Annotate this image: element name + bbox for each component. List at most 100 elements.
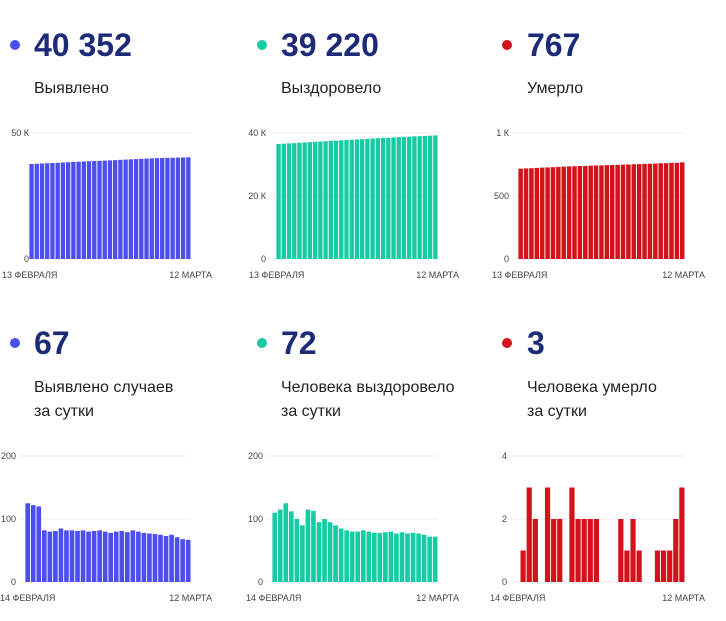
y-tick-label: 20 К — [248, 191, 267, 201]
bar — [311, 510, 316, 582]
bar — [300, 525, 305, 582]
bar — [60, 162, 66, 259]
bar — [551, 519, 557, 582]
bar — [653, 163, 658, 259]
bar — [125, 532, 130, 582]
bar — [636, 550, 642, 582]
panel-recovered: 39 220 Выздоровело 0 20 К 40 К 13 ФЕВРАЛЯ 12… — [0, 0, 726, 300]
y-tick-label: 40 К — [248, 128, 267, 138]
bar — [349, 531, 355, 582]
bar — [620, 164, 626, 259]
bar — [30, 505, 36, 582]
panel-cases: 40 352 Выявлено 0 50 К 13 ФЕВРАЛЯ 12 МАРТА — [0, 0, 242, 300]
bar — [86, 161, 92, 259]
bar — [333, 140, 339, 259]
daily-deaths-label-line1: Человека умерло — [527, 379, 657, 396]
bar — [286, 143, 292, 259]
bar — [174, 537, 180, 582]
bar — [365, 138, 370, 259]
bar — [433, 135, 438, 259]
bar — [55, 162, 60, 259]
bar — [113, 160, 118, 259]
recovered-total: 39 220 — [281, 27, 379, 63]
cases-total: 40 352 — [34, 27, 132, 63]
bar — [615, 164, 620, 259]
bar — [80, 530, 86, 582]
bar — [180, 157, 186, 259]
bar — [631, 164, 637, 259]
bar — [572, 166, 577, 259]
bar — [305, 509, 311, 582]
bar — [349, 139, 354, 259]
x-start-label: 14 ФЕВРАЛЯ — [0, 593, 55, 603]
daily-cases-dot — [10, 338, 20, 348]
bar — [370, 138, 375, 259]
bar — [154, 158, 160, 259]
bar — [39, 163, 45, 259]
bar — [160, 157, 165, 259]
bar — [421, 534, 427, 582]
daily-recovered-label-line2: за сутки — [281, 403, 341, 420]
x-end-label: 12 МАРТА — [416, 593, 459, 603]
bar — [422, 135, 428, 259]
bar — [432, 536, 438, 582]
daily-recovered-label-line1: Человека выздоровело — [281, 379, 455, 396]
bar — [45, 163, 50, 259]
bar — [405, 533, 410, 582]
bar — [34, 163, 39, 259]
bar — [674, 162, 680, 259]
bar — [557, 519, 563, 582]
bar — [360, 530, 366, 582]
bar — [318, 141, 323, 259]
bar — [97, 160, 102, 259]
x-start-label: 13 ФЕВРАЛЯ — [249, 270, 304, 280]
bar — [328, 140, 333, 259]
bar — [427, 536, 432, 582]
bar — [642, 163, 647, 259]
bar — [292, 143, 297, 259]
bar — [566, 166, 572, 259]
bar — [294, 519, 300, 582]
bar — [323, 141, 328, 259]
bar — [636, 164, 642, 259]
bar — [86, 531, 91, 582]
bar — [119, 530, 125, 582]
bar — [410, 532, 416, 582]
bar — [391, 137, 396, 259]
y-tick-label: 0 — [502, 577, 507, 587]
x-start-label: 14 ФЕВРАЛЯ — [246, 593, 301, 603]
bar — [667, 550, 673, 582]
x-end-label: 12 МАРТА — [169, 270, 212, 280]
bar — [412, 136, 417, 259]
bar — [302, 142, 307, 259]
bar — [276, 144, 281, 259]
bar — [152, 534, 158, 582]
bar — [133, 159, 139, 259]
bar — [604, 165, 610, 259]
cases-dot — [10, 40, 20, 50]
x-end-label: 12 МАРТА — [416, 270, 459, 280]
x-end-label: 12 МАРТА — [169, 593, 212, 603]
bar — [76, 161, 81, 259]
bar — [175, 157, 181, 259]
bar — [163, 536, 169, 582]
bar — [609, 165, 615, 259]
bar — [130, 530, 136, 582]
bar — [647, 163, 653, 259]
bar — [322, 519, 327, 582]
bar — [169, 534, 174, 582]
bar — [128, 159, 134, 259]
y-tick-label: 4 — [502, 451, 507, 461]
bar — [71, 161, 76, 259]
bar — [69, 530, 75, 582]
bar — [380, 137, 386, 259]
bar — [407, 136, 412, 259]
daily-cases-label-line1: Выявлено случаев — [34, 379, 174, 396]
bar — [283, 503, 289, 582]
recovered-label: Выздоровело — [281, 80, 382, 97]
panel-deaths: 767 Умерло 0 500 1 К 13 ФЕВРАЛЯ 12 МАРТА — [0, 0, 726, 300]
deaths-dot — [502, 40, 512, 50]
